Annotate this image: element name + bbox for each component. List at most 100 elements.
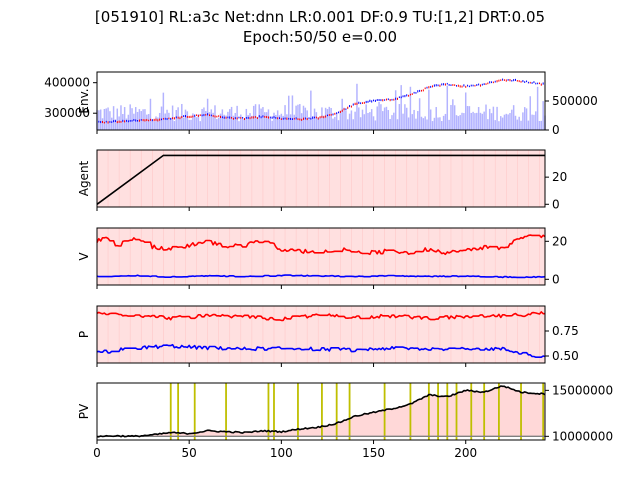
volume-bar xyxy=(306,110,308,130)
volume-bar xyxy=(317,117,319,130)
volume-bar xyxy=(289,114,292,130)
volume-bar xyxy=(441,121,443,130)
volume-bar xyxy=(111,117,113,130)
volume-bar xyxy=(396,119,399,130)
volume-bar xyxy=(216,119,218,130)
volume-bar xyxy=(323,115,325,130)
p-ylabel: P xyxy=(77,331,91,338)
volume-bar xyxy=(455,115,458,130)
volume-bar xyxy=(507,114,509,130)
volume-bar xyxy=(151,118,154,130)
volume-bar xyxy=(168,112,170,130)
volume-bar xyxy=(118,116,120,130)
volume-bar xyxy=(149,98,152,130)
volume-bar xyxy=(147,114,150,130)
v-blue-line xyxy=(96,274,546,279)
volume-bar xyxy=(212,112,214,130)
volume-bar xyxy=(474,113,476,130)
volume-bar xyxy=(433,117,436,130)
volume-bar xyxy=(402,113,404,130)
volume-bar xyxy=(125,118,128,130)
agent-position-line xyxy=(96,154,545,205)
volume-bar xyxy=(354,111,356,130)
volume-bar xyxy=(400,85,402,130)
volume-bar xyxy=(348,113,351,130)
volume-bar xyxy=(310,90,312,130)
volume-bar xyxy=(245,108,248,130)
env-ylabel: Env. xyxy=(77,88,91,113)
volume-bar xyxy=(134,107,137,130)
agent-right-tick-label: 20 xyxy=(552,170,567,184)
volume-bar xyxy=(238,121,240,130)
volume-bar xyxy=(512,105,515,130)
volume-bar xyxy=(114,119,117,130)
volume-bar xyxy=(273,112,275,130)
volume-bar xyxy=(155,116,157,130)
volume-bar xyxy=(287,95,290,130)
volume-bar xyxy=(383,107,386,130)
volume-bar xyxy=(208,112,211,130)
volume-bar xyxy=(315,112,318,130)
volume-bar xyxy=(382,111,384,130)
pv-right-tick-label: 15000000 xyxy=(552,383,613,397)
volume-bar xyxy=(538,120,541,130)
volume-bar xyxy=(99,109,102,130)
volume-bar xyxy=(516,119,519,130)
volume-bar xyxy=(199,121,201,130)
volume-bar xyxy=(107,107,109,130)
volume-bar xyxy=(429,109,432,130)
env-right-tick-label: 0 xyxy=(552,123,560,137)
volume-bar xyxy=(393,112,395,130)
volume-bar xyxy=(332,118,334,130)
pv-ylabel: PV xyxy=(77,403,91,419)
volume-bar xyxy=(179,116,181,130)
volume-bar xyxy=(243,119,246,130)
env-left-tick-label: 300000 xyxy=(44,106,90,120)
volume-bar xyxy=(464,92,467,130)
volume-bar xyxy=(197,114,200,130)
volume-bar xyxy=(376,106,378,130)
p-blue-line xyxy=(96,343,546,359)
volume-bar xyxy=(158,112,161,130)
volume-bar xyxy=(523,107,526,130)
pv-line xyxy=(96,385,546,438)
volume-bar xyxy=(418,98,421,130)
volume-bar xyxy=(297,104,299,130)
volume-bar xyxy=(328,106,331,130)
volume-bar xyxy=(164,113,166,130)
volume-bar xyxy=(459,115,461,130)
volume-bar xyxy=(435,107,437,130)
volume-bar xyxy=(109,111,111,130)
volume-bar xyxy=(496,106,498,130)
p-red-line xyxy=(96,311,545,322)
volume-bar xyxy=(120,105,122,130)
volume-bar xyxy=(535,111,537,130)
volume-bar xyxy=(260,108,262,130)
agent-right-tick-label: 0 xyxy=(552,197,560,211)
volume-bar xyxy=(428,89,430,130)
volume-bar xyxy=(479,112,482,130)
volume-bar xyxy=(476,112,478,130)
volume-bar xyxy=(127,114,130,130)
env-panel: Env.300000 400000 0 500000 xyxy=(44,71,598,137)
volume-bar xyxy=(345,110,347,130)
volume-bar xyxy=(439,117,441,130)
pv-x-tick-label: 150 xyxy=(362,446,385,460)
v-frame xyxy=(96,227,546,286)
v-panel: V 0 20 xyxy=(77,227,567,289)
volume-bar xyxy=(485,104,487,130)
volume-bar xyxy=(417,111,419,130)
volume-bar xyxy=(192,113,194,130)
volume-bar xyxy=(160,106,163,130)
volume-bar xyxy=(214,105,216,130)
volume-bar xyxy=(359,117,362,130)
volume-bar xyxy=(291,95,294,130)
volume-bar xyxy=(116,108,119,130)
chart-title-line2: Epoch:50/50 e=0.00 xyxy=(242,28,398,46)
volume-bar xyxy=(103,108,106,130)
volume-bar xyxy=(271,120,273,130)
volume-bar xyxy=(299,104,301,130)
volume-bar xyxy=(483,111,485,130)
volume-bar xyxy=(311,116,314,130)
volume-bar xyxy=(385,106,388,130)
